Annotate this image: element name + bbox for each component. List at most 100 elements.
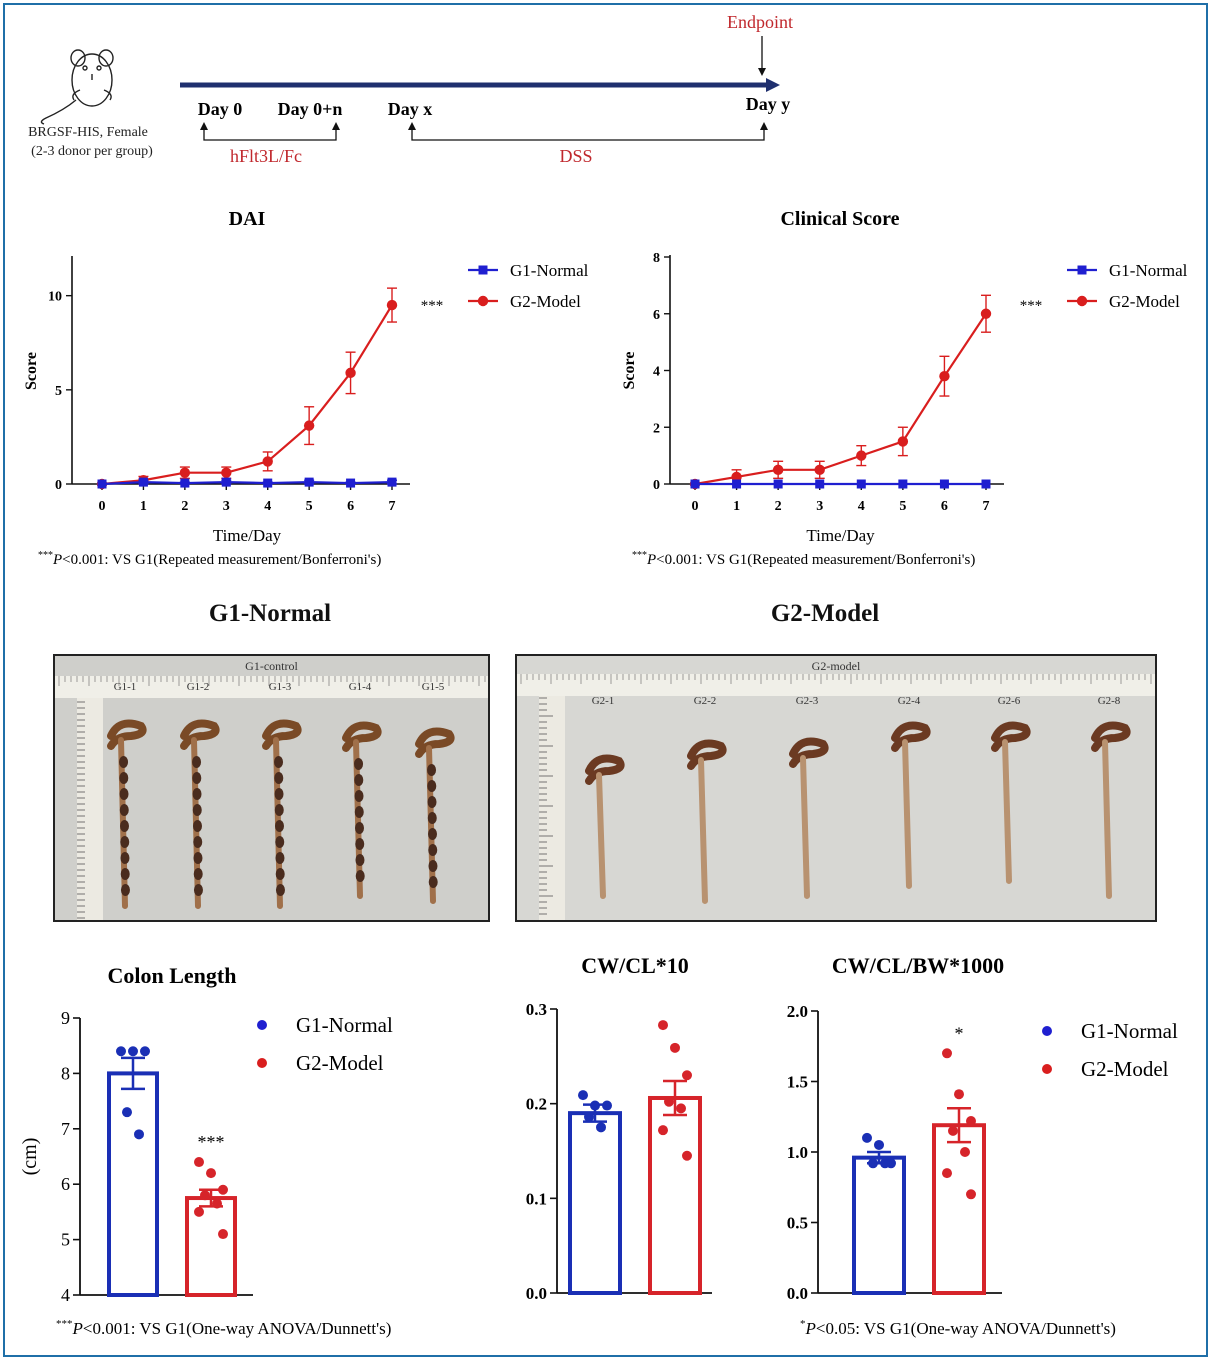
top-ruler	[517, 674, 1155, 696]
y-tick-label: 0.3	[526, 1000, 547, 1019]
legend-marker	[257, 1020, 267, 1030]
data-point-G1-Normal	[690, 479, 700, 489]
data-point	[578, 1090, 588, 1101]
data-point-G1-Normal	[138, 477, 148, 487]
footnote: ***P<0.001: VS G1(Repeated measurement/B…	[38, 550, 381, 568]
data-point	[862, 1132, 872, 1143]
fecal-pellet	[120, 868, 130, 880]
photo-background	[517, 656, 1155, 920]
y-tick-label: 1.0	[787, 1143, 808, 1162]
data-point	[212, 1198, 222, 1209]
sample-label: G2-3	[796, 695, 819, 707]
mouse-icon	[40, 49, 114, 125]
data-point	[602, 1100, 612, 1111]
footnote: *P<0.05: VS G1(One-way ANOVA/Dunnett's)	[800, 1318, 1116, 1338]
y-tick-label: 0.5	[787, 1214, 808, 1233]
footnote: ***P<0.001: VS G1(Repeated measurement/B…	[632, 550, 975, 568]
data-point-G1-Normal	[773, 479, 783, 489]
fecal-pellet	[428, 844, 438, 856]
g2-photo-title: G2-Model	[770, 600, 880, 627]
day0-label: Day 0	[198, 99, 243, 119]
data-point	[218, 1229, 228, 1240]
fecal-pellet	[120, 820, 129, 832]
fecal-pellet	[355, 854, 365, 866]
significance-marker: ***	[421, 298, 444, 314]
legend-label: G2-Model	[296, 1051, 384, 1075]
x-tick-label: 2	[775, 499, 782, 514]
data-point-G1-Normal	[898, 479, 908, 489]
data-point	[658, 1125, 668, 1136]
data-point-G2-Model	[386, 299, 398, 311]
y-tick-label: 1.5	[787, 1073, 808, 1092]
fecal-pellet	[274, 804, 284, 816]
data-point	[134, 1129, 144, 1140]
legend-label: G1-Normal	[1109, 261, 1188, 280]
fecal-pellet	[193, 868, 203, 880]
fecal-pellet	[427, 764, 437, 776]
significance-marker: ***	[1020, 298, 1043, 314]
legend-marker	[1077, 265, 1087, 275]
data-point	[682, 1070, 692, 1081]
data-point	[122, 1107, 132, 1118]
photo-header: G1-control	[245, 659, 298, 673]
top-ruler	[55, 676, 488, 698]
data-point-G2-Model	[179, 467, 191, 478]
g2-colon-photo: G2-model G2-1 G2-2 G2-3 G2-4 G2-6 G2-8	[515, 654, 1157, 922]
bar-G1-Normal	[852, 1155, 906, 1295]
series-line-G2-Model	[694, 313, 987, 486]
legend-label: G2-Model	[510, 292, 581, 311]
fecal-pellet	[275, 884, 285, 896]
data-point-G2-Model	[814, 464, 825, 476]
data-point	[140, 1046, 150, 1057]
fecal-pellet	[428, 828, 437, 840]
legend-marker	[1076, 295, 1088, 307]
dss-label: DSS	[559, 146, 592, 166]
sample-label: G1-4	[349, 681, 372, 693]
data-point-G2-Model	[303, 420, 315, 431]
fecal-pellet	[274, 756, 284, 768]
y-tick-label: 0.0	[526, 1284, 547, 1303]
treatment-label: hFlt3L/Fc	[230, 146, 302, 166]
chart-title: CW/CL/BW*1000	[832, 953, 1004, 978]
data-point	[116, 1046, 126, 1057]
data-point-G2-Model	[772, 464, 784, 476]
sample-label: G1-2	[187, 681, 210, 693]
dayx-label: Day x	[388, 99, 433, 119]
data-point	[966, 1115, 976, 1126]
fecal-pellet	[354, 774, 364, 786]
data-point	[942, 1168, 952, 1179]
data-point-G2-Model	[221, 467, 232, 478]
clinical-score-chart: Clinical Score 0 1 2 3 4 5 6 7 0 2 4 6 8 Time/Day Score…	[621, 208, 1188, 568]
y-tick-label: 5	[61, 1230, 70, 1250]
fecal-pellet	[193, 852, 203, 864]
chart-title: CW/CL*10	[581, 953, 689, 978]
x-tick-label: 0	[99, 499, 106, 514]
y-tick-label: 4	[61, 1285, 70, 1305]
y-tick-label: 7	[61, 1119, 70, 1139]
y-tick-label: 9	[61, 1008, 70, 1028]
data-point	[200, 1190, 210, 1201]
colon-tube	[596, 772, 606, 899]
timeline-arrowhead	[766, 78, 780, 92]
data-point-G2-Model	[939, 370, 950, 382]
mouse-caption-2: (2-3 donor per group)	[31, 144, 153, 159]
chart-title: Clinical Score	[780, 208, 899, 230]
data-point	[206, 1168, 216, 1179]
sample-label: G2-2	[694, 695, 717, 707]
cwclbw-chart: CW/CL/BW*1000 0.0 0.5 1.0 1.5 2.0 * G1-Normal G2…	[787, 953, 1178, 1338]
data-point	[128, 1046, 138, 1057]
bar-G2-Model	[648, 1095, 702, 1295]
dayy-label: Day y	[746, 94, 791, 114]
x-tick-label: 1	[733, 499, 740, 514]
data-point-G2-Model	[856, 450, 867, 461]
x-tick-label: 7	[983, 499, 990, 514]
colon-length-chart: Colon Length 4 5 6 7 8 9 (cm) *** G1-Normal G2-Mod…	[19, 963, 393, 1338]
data-point	[194, 1206, 204, 1217]
footnote: ***P<0.001: VS G1(One-way ANOVA/Dunnett'…	[56, 1318, 391, 1338]
sample-label: G1-3	[269, 681, 292, 693]
fecal-pellet	[192, 756, 202, 768]
data-point	[590, 1100, 600, 1111]
significance-marker: *	[955, 1023, 964, 1043]
fecal-pellet	[119, 804, 129, 816]
data-point-G2-Model	[980, 308, 992, 319]
